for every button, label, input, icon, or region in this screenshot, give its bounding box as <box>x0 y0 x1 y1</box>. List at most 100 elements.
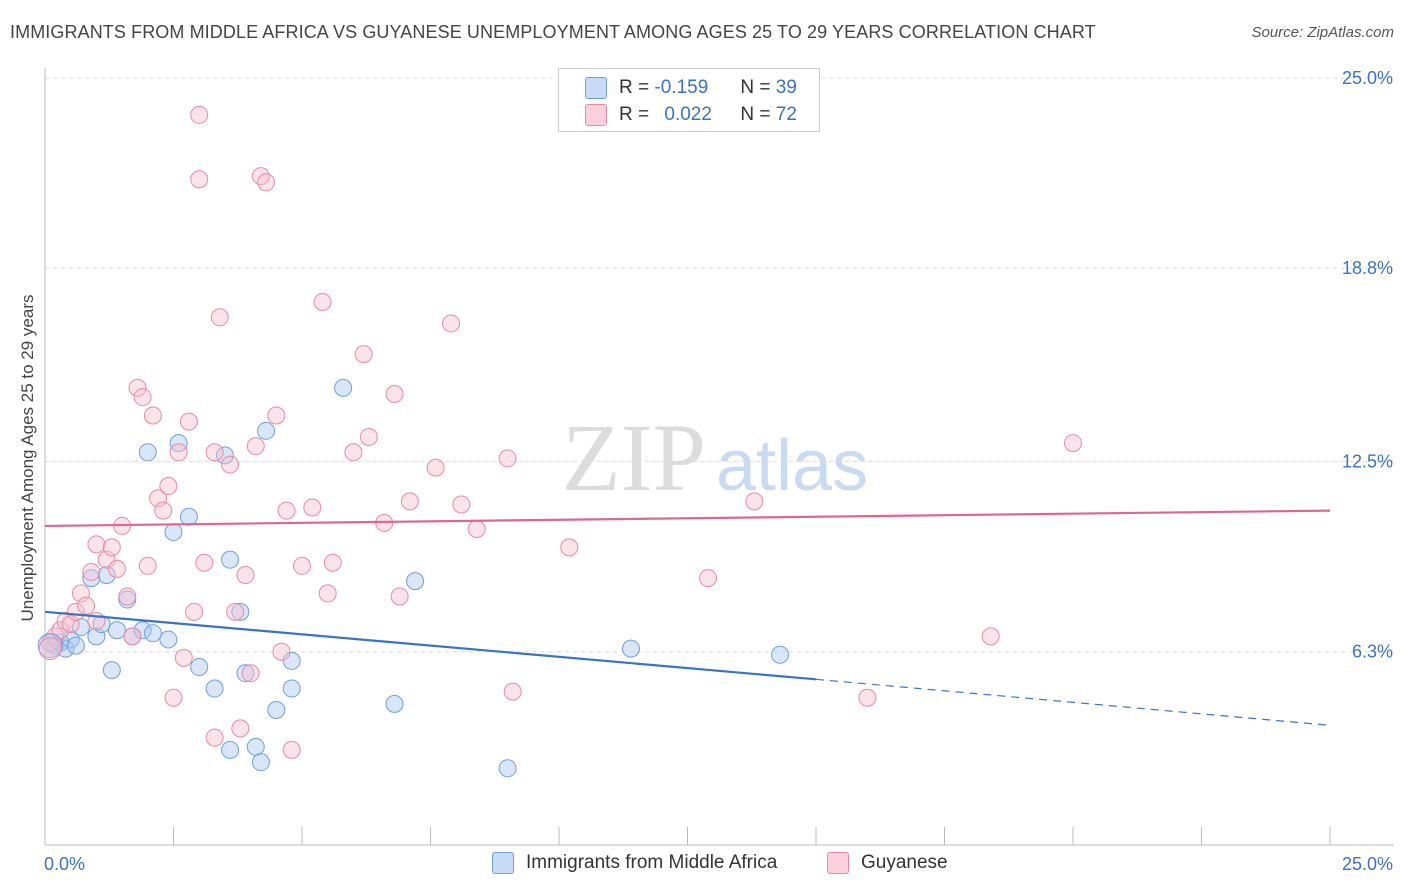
guyanese-point <box>143 406 162 425</box>
guyanese-point <box>128 378 147 397</box>
middle-africa-trendline-extension <box>815 678 1331 726</box>
guyanese-point <box>293 556 311 575</box>
guyanese-point <box>169 443 188 462</box>
guyanese-point <box>467 519 486 538</box>
guyanese-point <box>236 566 255 585</box>
legend-r-value: -0.159 <box>654 77 709 98</box>
guyanese-point <box>82 562 101 581</box>
guyanese-point <box>282 740 301 759</box>
middle-africa-point <box>133 621 152 640</box>
chart-title: IMMIGRANTS FROM MIDDLE AFRICA VS GUYANES… <box>10 22 1096 42</box>
middle-africa-point <box>82 569 101 588</box>
middle-africa-point <box>267 701 286 720</box>
legend-swatch-guyanese <box>585 104 607 126</box>
guyanese-point <box>107 559 126 578</box>
guyanese-point <box>318 584 337 603</box>
watermark-atlas: atlas <box>716 426 868 506</box>
guyanese-point <box>323 553 342 572</box>
middle-africa-point <box>257 421 276 440</box>
y-tick-label: 12.5% <box>1342 452 1393 472</box>
guyanese-point <box>87 535 106 554</box>
middle-africa-point <box>221 740 240 759</box>
guyanese-point <box>179 412 198 431</box>
legend-r-label: R = <box>619 104 650 125</box>
guyanese-point <box>159 477 178 496</box>
y-tick-label: 25.0% <box>1342 68 1393 88</box>
middle-africa-point <box>406 572 425 591</box>
middle-africa-point <box>282 651 301 670</box>
x-tick-label-max: 25.0% <box>1342 854 1393 874</box>
middle-africa-point <box>205 679 224 698</box>
middle-africa-point <box>251 753 270 772</box>
guyanese-point <box>390 587 409 606</box>
guyanese-point <box>154 501 173 520</box>
guyanese-point <box>38 637 62 661</box>
guyanese-point <box>981 627 1000 646</box>
middle-africa-point <box>190 658 209 677</box>
middle-africa-trendline <box>44 610 817 681</box>
guyanese-point <box>190 105 209 124</box>
guyanese-point <box>174 648 193 667</box>
guyanese-point <box>241 664 260 683</box>
middle-africa-point <box>282 679 301 698</box>
middle-africa-point <box>97 566 116 585</box>
guyanese-point <box>205 443 224 462</box>
middle-africa-point <box>143 624 162 643</box>
guyanese-point <box>195 553 214 572</box>
guyanese-point <box>164 688 183 707</box>
guyanese-point <box>221 455 240 474</box>
guyanese-point <box>205 728 224 747</box>
middle-africa-point <box>138 443 157 462</box>
y-tick-label: 18.8% <box>1342 258 1393 278</box>
legend-swatch-middle-africa <box>585 77 607 99</box>
guyanese-point <box>400 492 419 511</box>
guyanese-point <box>226 602 245 621</box>
middle-africa-point <box>334 378 353 397</box>
guyanese-point <box>102 538 121 557</box>
guyanese-point <box>344 443 363 462</box>
guyanese-trendline <box>44 509 1331 528</box>
middle-africa-point <box>164 523 183 542</box>
correlation-legend: R = -0.159 N = 39 R = 0.022 N = 72 <box>558 68 820 132</box>
middle-africa-point <box>169 434 188 453</box>
legend-row-middle-africa: R = -0.159 N = 39 <box>585 75 797 101</box>
series-swatch-middle-africa <box>492 852 514 874</box>
series-legend-guyanese: Guyanese <box>827 852 948 874</box>
legend-row-guyanese: R = 0.022 N = 72 <box>585 102 797 128</box>
guyanese-point <box>452 495 471 514</box>
guyanese-point <box>560 538 579 557</box>
guyanese-point <box>858 688 877 707</box>
watermark-zip: ZIP <box>562 404 706 511</box>
guyanese-point <box>354 345 373 364</box>
guyanese-point <box>277 501 296 520</box>
middle-africa-point <box>92 615 111 634</box>
guyanese-point <box>385 385 404 404</box>
middle-africa-point <box>215 446 234 465</box>
guyanese-point <box>133 388 152 407</box>
series-label-guyanese: Guyanese <box>861 852 948 873</box>
guyanese-point <box>426 458 445 477</box>
guyanese-point <box>210 308 229 327</box>
guyanese-point <box>77 596 96 615</box>
middle-africa-point <box>102 661 121 680</box>
legend-r-value: 0.022 <box>664 104 712 125</box>
guyanese-point <box>442 314 461 333</box>
series-label-middle-africa: Immigrants from Middle Africa <box>526 852 778 873</box>
guyanese-point <box>303 498 322 517</box>
legend-n-value: 39 <box>775 77 797 98</box>
legend-r-label: R = <box>619 77 650 98</box>
guyanese-point <box>313 292 332 311</box>
x-tick-label-min: 0.0% <box>44 854 85 874</box>
y-tick-label: 6.3% <box>1352 642 1393 662</box>
series-legend-middle-africa: Immigrants from Middle Africa <box>492 852 777 874</box>
middle-africa-point <box>159 630 178 649</box>
guyanese-point <box>118 587 137 606</box>
guyanese-point <box>498 449 517 468</box>
source-label: Source: ZipAtlas.com <box>1251 24 1394 41</box>
guyanese-point <box>190 170 209 189</box>
guyanese-point <box>503 682 522 701</box>
legend-n-value: 72 <box>775 104 797 125</box>
legend-n-label: N = <box>740 77 771 98</box>
middle-africa-point <box>236 664 255 683</box>
guyanese-point <box>185 602 204 621</box>
